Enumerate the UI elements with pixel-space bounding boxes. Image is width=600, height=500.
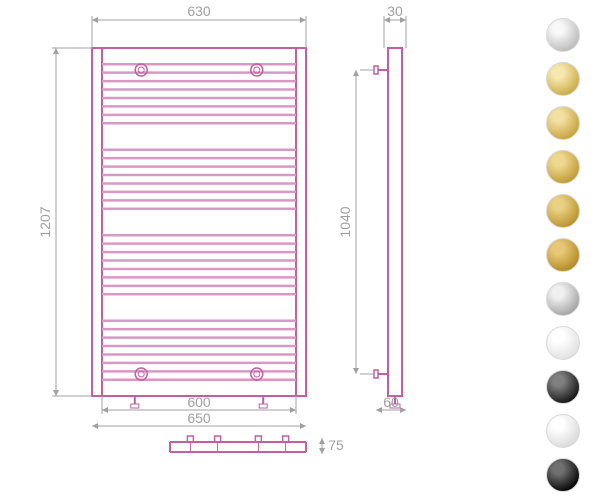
swatch-black-2[interactable] (546, 458, 580, 492)
swatch-gold-1[interactable] (546, 62, 580, 96)
svg-text:60: 60 (383, 394, 399, 410)
swatch-white-2[interactable] (546, 414, 580, 448)
svg-text:1040: 1040 (337, 206, 353, 237)
svg-text:1207: 1207 (37, 206, 53, 237)
side-view (388, 48, 402, 396)
svg-text:630: 630 (187, 3, 211, 19)
svg-text:650: 650 (187, 410, 211, 426)
svg-text:600: 600 (187, 394, 211, 410)
swatch-gold-2[interactable] (546, 106, 580, 140)
swatch-gold-5[interactable] (546, 238, 580, 272)
swatch-silver[interactable] (546, 282, 580, 316)
swatch-gold-3[interactable] (546, 150, 580, 184)
technical-drawing: 630 30 1207 1040 600650 60 75 (0, 0, 600, 500)
swatch-gold-4[interactable] (546, 194, 580, 228)
svg-text:75: 75 (328, 437, 344, 453)
swatch-chrome[interactable] (546, 18, 580, 52)
svg-text:30: 30 (387, 3, 403, 19)
swatch-white-1[interactable] (546, 326, 580, 360)
swatch-black-1[interactable] (546, 370, 580, 404)
front-outline (92, 48, 306, 396)
